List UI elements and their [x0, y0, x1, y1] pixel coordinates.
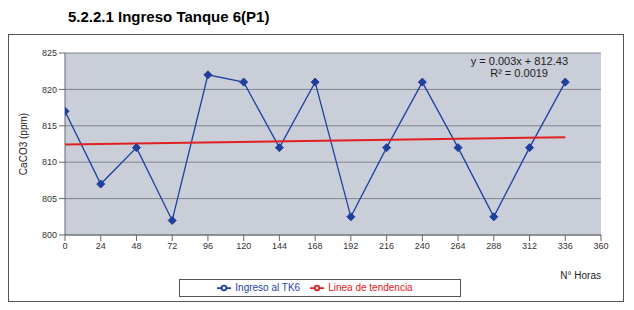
svg-text:810: 810 [42, 157, 57, 167]
svg-text:N° Horas: N° Horas [560, 270, 601, 281]
svg-text:820: 820 [42, 85, 57, 95]
svg-text:288: 288 [486, 241, 501, 251]
svg-text:0: 0 [62, 241, 67, 251]
svg-text:192: 192 [343, 241, 358, 251]
html-text:R² = 0.0019: R² = 0.0019 [490, 67, 548, 79]
svg-text:815: 815 [42, 121, 57, 131]
svg-text:825: 825 [42, 48, 57, 58]
svg-text:800: 800 [42, 230, 57, 240]
svg-text:144: 144 [272, 241, 287, 251]
svg-text:168: 168 [308, 241, 323, 251]
html-text:Linea de tendencia: Linea de tendencia [328, 281, 413, 293]
svg-text:805: 805 [42, 194, 57, 204]
svg-text:24: 24 [96, 241, 106, 251]
svg-text:312: 312 [522, 241, 537, 251]
svg-text:96: 96 [203, 241, 213, 251]
html-text:5.2.2.1 Ingreso Tanque 6(P1): 5.2.2.1 Ingreso Tanque 6(P1) [68, 8, 270, 25]
svg-text:360: 360 [593, 241, 608, 251]
html-text:Ingreso al TK6: Ingreso al TK6 [235, 281, 301, 293]
svg-text:336: 336 [558, 241, 573, 251]
svg-text:240: 240 [415, 241, 430, 251]
svg-text:CaCO3 (ppm): CaCO3 (ppm) [18, 113, 29, 175]
svg-text:264: 264 [451, 241, 466, 251]
svg-text:216: 216 [379, 241, 394, 251]
svg-text:48: 48 [131, 241, 141, 251]
html-text:y = 0.003x + 812.43: y = 0.003x + 812.43 [470, 55, 568, 67]
svg-text:120: 120 [236, 241, 251, 251]
svg-text:72: 72 [167, 241, 177, 251]
